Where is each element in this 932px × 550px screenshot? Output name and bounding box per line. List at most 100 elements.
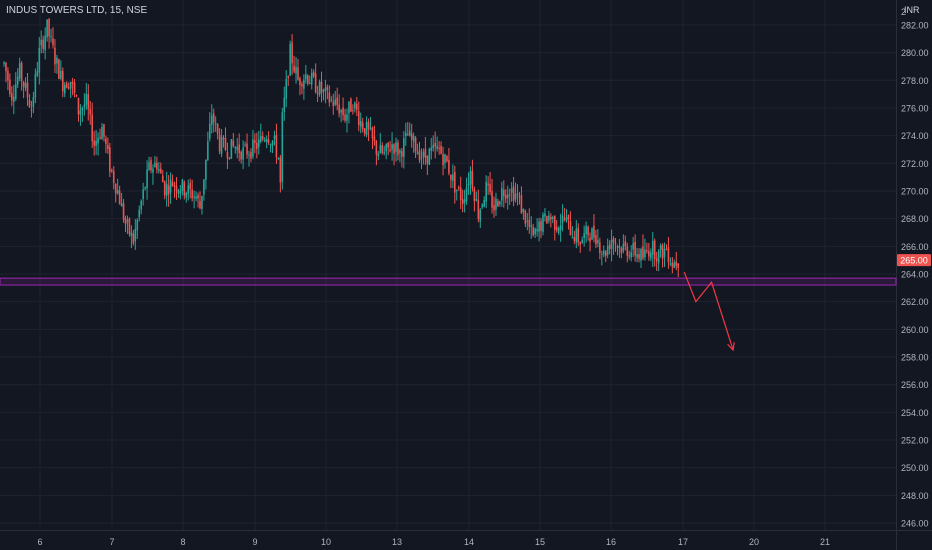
candle-body bbox=[161, 175, 164, 183]
candle-body bbox=[677, 263, 680, 269]
candle-body bbox=[144, 187, 146, 189]
candle-body bbox=[205, 159, 207, 180]
candle-body bbox=[383, 152, 386, 154]
candle-body bbox=[644, 249, 646, 258]
candle-body bbox=[207, 141, 209, 161]
candle-body bbox=[105, 138, 107, 144]
candle-body bbox=[367, 121, 370, 129]
candle-body bbox=[316, 93, 319, 95]
candle-body bbox=[395, 142, 397, 152]
candle-body bbox=[281, 112, 284, 182]
candle-body bbox=[522, 208, 525, 212]
candle-body bbox=[606, 246, 609, 256]
candle-body bbox=[308, 82, 311, 85]
candle-body bbox=[420, 157, 423, 159]
candle-body bbox=[344, 114, 346, 121]
candle-body bbox=[546, 216, 548, 224]
candle-body bbox=[275, 135, 278, 158]
candle-body bbox=[305, 74, 307, 80]
x-tick-label: 9 bbox=[252, 537, 257, 547]
candle-body bbox=[236, 146, 239, 150]
candle-body bbox=[277, 158, 280, 160]
candle-body bbox=[318, 81, 321, 95]
y-tick-label: 272.00 bbox=[901, 159, 929, 169]
candle-body bbox=[655, 258, 658, 261]
candle-body bbox=[134, 228, 137, 242]
candle-body bbox=[401, 151, 403, 157]
candle-body bbox=[665, 249, 668, 251]
candle-body bbox=[128, 218, 131, 235]
candle-body bbox=[659, 245, 662, 251]
candle-body bbox=[410, 133, 413, 140]
candle-body bbox=[471, 170, 474, 189]
candle-body bbox=[469, 170, 472, 185]
candle-body bbox=[160, 168, 162, 173]
candle-body bbox=[209, 123, 211, 139]
candle-body bbox=[648, 251, 650, 257]
candle-body bbox=[120, 203, 123, 207]
candle-body bbox=[301, 84, 303, 87]
candle-body bbox=[334, 99, 337, 105]
candle-body bbox=[279, 157, 282, 183]
candle-body bbox=[46, 19, 48, 38]
candle-body bbox=[336, 97, 338, 106]
candle-body bbox=[463, 199, 466, 203]
candle-body bbox=[287, 76, 289, 79]
candle-body bbox=[177, 190, 180, 194]
candle-body bbox=[399, 150, 401, 153]
candle-body bbox=[669, 263, 672, 265]
candle-body bbox=[446, 156, 448, 162]
y-tick-label: 246.00 bbox=[901, 519, 929, 529]
candle-body bbox=[330, 99, 333, 101]
candle-body bbox=[565, 217, 568, 222]
candle-body bbox=[526, 220, 529, 222]
candle-body bbox=[14, 84, 17, 99]
candle-body bbox=[357, 111, 360, 126]
candle-body bbox=[626, 246, 629, 256]
candle-body bbox=[322, 89, 325, 92]
candle-body bbox=[11, 93, 13, 101]
candle-body bbox=[481, 204, 484, 208]
candle-body bbox=[612, 238, 615, 243]
candle-body bbox=[258, 139, 260, 148]
candle-body bbox=[585, 226, 587, 235]
candle-body bbox=[259, 135, 262, 142]
candle-body bbox=[504, 195, 507, 199]
candle-body bbox=[69, 81, 72, 89]
candle-body bbox=[224, 137, 227, 150]
candle-body bbox=[557, 228, 560, 233]
candle-body bbox=[324, 87, 327, 92]
candle-body bbox=[13, 96, 15, 103]
candle-body bbox=[60, 70, 62, 79]
x-tick-label: 20 bbox=[749, 537, 759, 547]
candle-body bbox=[540, 221, 542, 231]
candle-body bbox=[169, 179, 172, 193]
candle-body bbox=[516, 193, 519, 195]
candle-body bbox=[512, 186, 515, 202]
candle-body bbox=[97, 137, 99, 144]
x-tick-label: 7 bbox=[109, 537, 114, 547]
y-tick-label-top: 2 bbox=[901, 7, 906, 17]
candle-body bbox=[563, 218, 566, 220]
candle-body bbox=[663, 248, 666, 258]
candle-body bbox=[183, 182, 186, 196]
candle-body bbox=[154, 162, 156, 167]
candle-body bbox=[361, 122, 364, 130]
candle-body bbox=[79, 110, 82, 115]
candle-body bbox=[440, 145, 442, 154]
candle-body bbox=[583, 233, 585, 238]
candle-body bbox=[499, 201, 501, 205]
candle-body bbox=[622, 244, 625, 251]
candle-body bbox=[226, 151, 229, 159]
candle-body bbox=[218, 134, 221, 152]
candle-body bbox=[555, 227, 558, 231]
candle-body bbox=[30, 109, 33, 111]
candle-body bbox=[418, 150, 421, 161]
candle-body bbox=[493, 205, 495, 211]
candle-body bbox=[62, 70, 64, 92]
candle-body bbox=[85, 93, 88, 105]
candle-body bbox=[191, 189, 193, 199]
candle-body bbox=[375, 141, 378, 155]
candle-body bbox=[201, 195, 203, 209]
